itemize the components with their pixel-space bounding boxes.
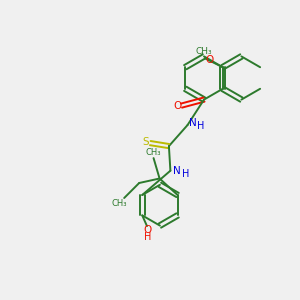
- Text: S: S: [142, 136, 149, 147]
- Text: H: H: [144, 232, 151, 242]
- Text: N: N: [173, 166, 181, 176]
- Text: H: H: [197, 121, 205, 131]
- Text: CH₃: CH₃: [195, 47, 212, 56]
- Text: O: O: [173, 100, 182, 111]
- Text: H: H: [182, 169, 190, 179]
- Text: CH₃: CH₃: [145, 148, 161, 157]
- Text: N: N: [189, 118, 197, 128]
- Text: O: O: [143, 225, 152, 235]
- Text: O: O: [206, 55, 214, 64]
- Text: CH₃: CH₃: [112, 199, 128, 208]
